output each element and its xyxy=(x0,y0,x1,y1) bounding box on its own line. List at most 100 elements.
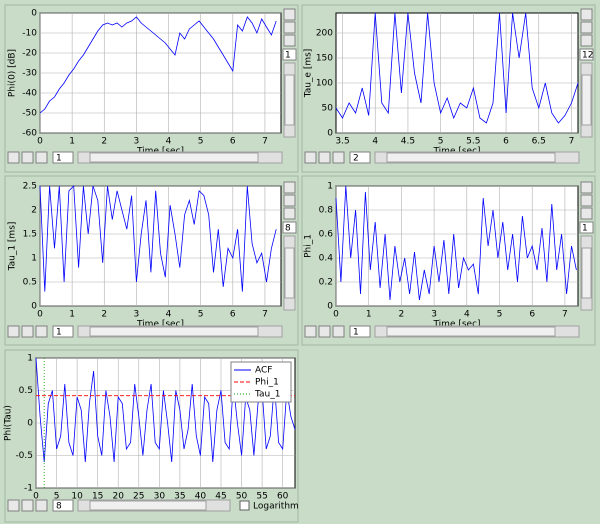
checkbox[interactable] xyxy=(239,500,250,511)
layout-button[interactable] xyxy=(283,8,296,21)
zoom-in-button[interactable] xyxy=(318,325,331,338)
v-scroll-thumb[interactable] xyxy=(581,74,592,126)
x-tick-label: 45 xyxy=(215,492,226,502)
x-tick-label: 60 xyxy=(277,492,289,502)
y-tick-label: 1 xyxy=(31,254,37,264)
x-tick-label: 0 xyxy=(33,492,39,502)
zoom-in-button[interactable] xyxy=(318,151,331,164)
y-tick-label: 0.5 xyxy=(19,386,33,396)
layout-button[interactable] xyxy=(580,8,593,21)
x-tick-label: 35 xyxy=(174,492,185,502)
toolbar-button[interactable] xyxy=(7,499,20,512)
zoom-out-button[interactable] xyxy=(35,151,48,164)
h-scroll-thumb[interactable] xyxy=(89,500,207,511)
series-line xyxy=(39,185,277,292)
x-axis-label: Time [sec] xyxy=(432,320,480,330)
x-tick-label: 5 xyxy=(497,310,503,320)
toolbar-button[interactable] xyxy=(7,325,20,338)
x-tick-label: 7 xyxy=(262,137,268,147)
spin-value: 1 xyxy=(56,328,62,338)
zoom-out-button[interactable] xyxy=(580,34,593,47)
v-scroll-thumb[interactable] xyxy=(581,247,592,299)
toolbar-button[interactable] xyxy=(304,151,317,164)
zoom-in-button[interactable] xyxy=(283,194,296,207)
x-tick-label: 0 xyxy=(37,310,43,320)
spin-value: 1 xyxy=(582,224,588,234)
checkbox-label: Logarithm xyxy=(253,502,299,512)
v-scroll-thumb[interactable] xyxy=(284,74,295,126)
x-tick-label: 6 xyxy=(503,137,509,147)
y-axis-label: Tau_1 [ms] xyxy=(8,222,18,272)
x-tick-label: 3 xyxy=(134,310,140,320)
x-tick-label: 6 xyxy=(230,137,236,147)
zoom-in-button[interactable] xyxy=(21,325,34,338)
x-tick-label: 4 xyxy=(166,137,172,147)
x-tick-label: 2 xyxy=(101,310,107,320)
zoom-out-button[interactable] xyxy=(35,499,48,512)
zoom-out-button[interactable] xyxy=(283,34,296,47)
spin-box[interactable] xyxy=(349,151,371,164)
h-scroll-thumb[interactable] xyxy=(89,152,259,163)
h-scroll-thumb[interactable] xyxy=(89,326,259,337)
spin-value: 1 xyxy=(353,328,359,338)
y-tick-label: 0 xyxy=(27,419,33,429)
x-tick-label: 1 xyxy=(366,310,372,320)
x-tick-label: 6 xyxy=(230,310,236,320)
series-line xyxy=(39,16,277,114)
spin-box[interactable] xyxy=(282,221,297,234)
spin-box[interactable] xyxy=(579,48,594,61)
x-tick-label: 1 xyxy=(69,137,75,147)
spin-box[interactable] xyxy=(349,325,371,338)
zoom-in-button[interactable] xyxy=(580,21,593,34)
y-tick-label: -40 xyxy=(22,89,37,99)
y-tick-label: -1 xyxy=(24,484,33,494)
zoom-in-button[interactable] xyxy=(580,194,593,207)
x-tick-label: 10 xyxy=(71,492,83,502)
zoom-in-button[interactable] xyxy=(283,21,296,34)
y-tick-label: -30 xyxy=(22,69,37,79)
toolbar-button[interactable] xyxy=(7,151,20,164)
layout-button[interactable] xyxy=(283,181,296,194)
series-line xyxy=(35,357,296,463)
v-scroll-thumb[interactable] xyxy=(284,247,295,299)
plot-area xyxy=(335,12,579,134)
x-tick-label: 15 xyxy=(92,492,103,502)
spin-value: 1 xyxy=(285,51,291,61)
spin-box[interactable] xyxy=(52,499,74,512)
x-tick-label: 2 xyxy=(399,310,405,320)
spin-box[interactable] xyxy=(282,48,297,61)
x-tick-label: 5 xyxy=(198,310,204,320)
legend-label: Phi_1 xyxy=(255,378,279,388)
x-tick-label: 3 xyxy=(134,137,140,147)
x-tick-label: 7 xyxy=(262,310,268,320)
zoom-out-button[interactable] xyxy=(580,207,593,220)
y-tick-label: -10 xyxy=(22,29,37,39)
h-scroll-thumb[interactable] xyxy=(386,152,556,163)
zoom-out-button[interactable] xyxy=(332,325,345,338)
spin-value: 12 xyxy=(582,51,593,61)
zoom-out-button[interactable] xyxy=(35,325,48,338)
y-tick-label: 1 xyxy=(327,182,333,192)
y-tick-label: 1 xyxy=(27,354,33,364)
zoom-in-button[interactable] xyxy=(21,151,34,164)
y-tick-label: -20 xyxy=(22,49,37,59)
y-tick-label: -60 xyxy=(22,129,37,139)
spin-box[interactable] xyxy=(52,325,74,338)
spin-box[interactable] xyxy=(579,221,594,234)
y-tick-label: 0 xyxy=(31,302,37,312)
x-tick-label: 6.5 xyxy=(532,137,546,147)
zoom-out-button[interactable] xyxy=(332,151,345,164)
y-tick-label: 0.5 xyxy=(23,278,37,288)
zoom-in-button[interactable] xyxy=(21,499,34,512)
x-tick-label: 4.5 xyxy=(401,137,415,147)
x-tick-label: 50 xyxy=(236,492,248,502)
toolbar-button[interactable] xyxy=(304,325,317,338)
spin-box[interactable] xyxy=(52,151,74,164)
zoom-out-button[interactable] xyxy=(283,207,296,220)
x-tick-label: 55 xyxy=(256,492,267,502)
y-tick-label: 2.5 xyxy=(23,182,37,192)
h-scroll-thumb[interactable] xyxy=(386,326,556,337)
layout-button[interactable] xyxy=(580,181,593,194)
legend-label: Tau_1 xyxy=(254,390,280,400)
